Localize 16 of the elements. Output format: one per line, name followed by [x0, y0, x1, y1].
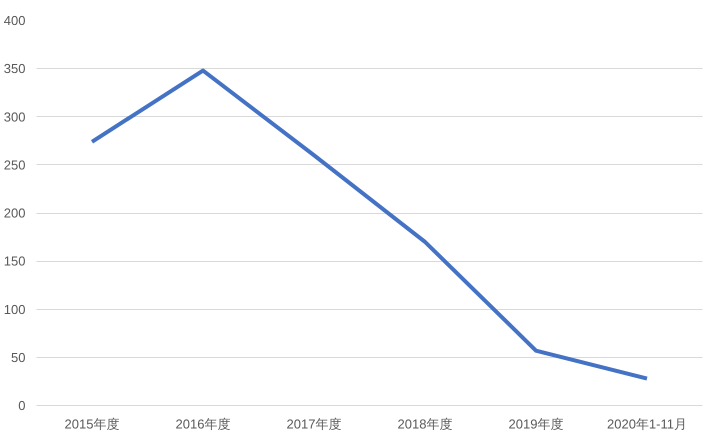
- x-tick-label: 2020年1-11月: [607, 416, 687, 432]
- y-tick-label: 0: [18, 398, 26, 413]
- y-tick-label: 300: [4, 109, 26, 124]
- y-tick-label: 100: [4, 302, 26, 317]
- y-tick-label: 50: [11, 350, 26, 365]
- x-tick-label: 2018年度: [398, 416, 452, 432]
- y-tick-label: 350: [4, 61, 26, 76]
- y-tick-label: 150: [4, 254, 26, 269]
- line-series: [90, 68, 649, 381]
- x-tick-label: 2017年度: [286, 416, 342, 432]
- y-tick-label: 250: [4, 157, 26, 172]
- x-tick-label: 2019年度: [508, 416, 564, 432]
- x-tick-label: 2015年度: [64, 416, 120, 432]
- y-tick-label: 400: [4, 13, 26, 28]
- x-tick-label: 2016年度: [176, 416, 230, 432]
- y-tick-label: 200: [4, 206, 26, 220]
